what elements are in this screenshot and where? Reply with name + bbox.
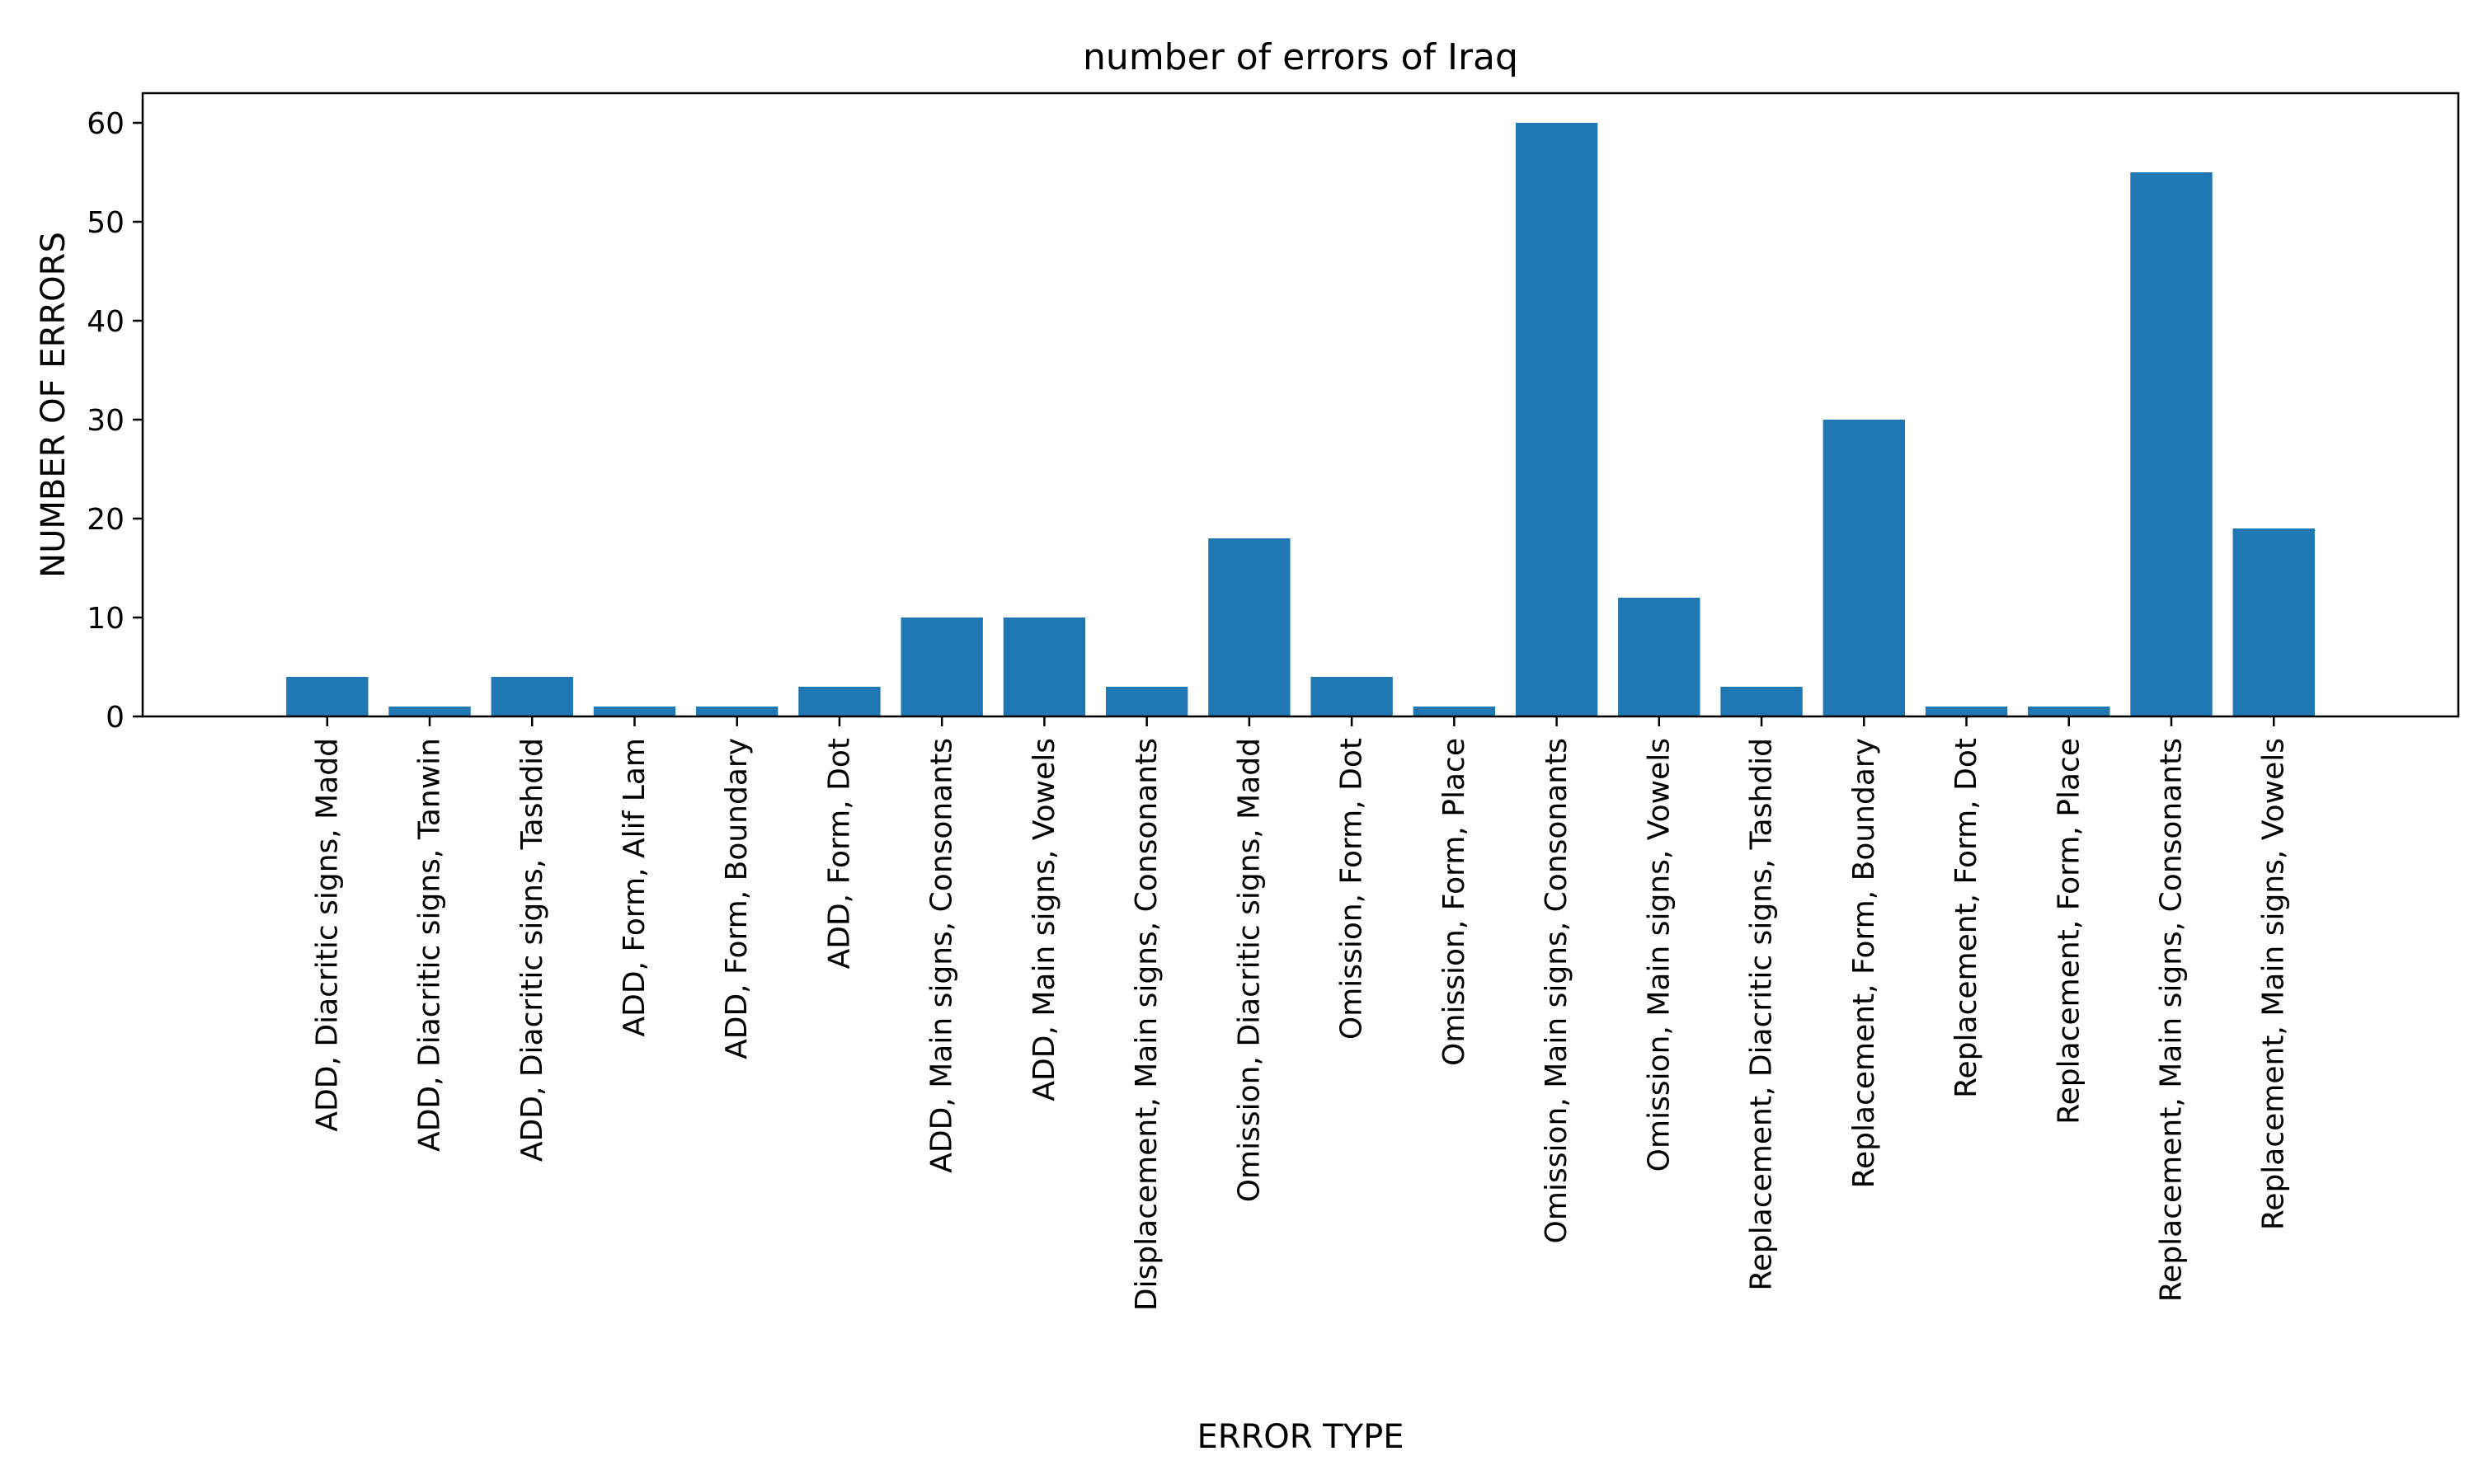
plot-frame [141,92,2460,718]
y-tick-label: 40 [87,305,125,339]
x-tick-label: Omission, Form, Dot [1335,738,1369,1040]
bars-group [286,123,2315,716]
bar [798,687,881,716]
x-tick-label: Replacement, Diacritic signs, Tashdid [1745,738,1779,1291]
bar [593,707,676,716]
y-tick-label: 20 [87,503,125,537]
x-tick-label: Displacement, Main signs, Consonants [1130,738,1164,1311]
x-tick-label: ADD, Diacritic signs, Madd [310,738,344,1132]
bar [901,618,983,716]
bar [1413,707,1496,716]
x-tick-label: Replacement, Main signs, Consonants [2154,738,2188,1302]
y-axis-label: NUMBER OF ERRORS [35,232,73,578]
y-tick-label: 60 [87,107,125,141]
chart-title: number of errors of Iraq [1083,36,1518,78]
bar [1925,707,2008,716]
x-tick-label: Omission, Diacritic signs, Madd [1232,738,1266,1202]
bar [2232,528,2315,716]
bar [2028,707,2110,716]
x-tick-label: ADD, Diacritic signs, Tanwin [413,738,447,1152]
bar [2130,172,2213,716]
x-tick-label: Omission, Form, Place [1437,738,1471,1066]
x-axis: ADD, Diacritic signs, Madd ADD, Diacritic… [310,716,2291,1311]
bar [286,677,369,716]
x-axis-label: ERROR TYPE [1197,1418,1404,1456]
bar [1208,538,1291,716]
x-tick-label: ADD, Form, Boundary [720,738,754,1059]
x-tick-label: Replacement, Form, Boundary [1847,738,1881,1188]
x-tick-label: ADD, Form, Alif Lam [618,738,651,1036]
x-tick-label: ADD, Main signs, Consonants [925,738,959,1173]
x-tick-label: Replacement, Form, Dot [1950,738,1983,1098]
x-tick-label: Omission, Main signs, Consonants [1540,738,1573,1243]
x-tick-label: Replacement, Main signs, Vowels [2257,738,2291,1230]
bar [1515,123,1598,716]
x-tick-label: ADD, Main signs, Vowels [1028,738,1061,1101]
y-axis: 0 10 20 30 40 50 60 [87,107,143,735]
bar [1720,687,1803,716]
bar [1105,687,1188,716]
y-tick-label: 10 [87,602,125,636]
x-tick-label: ADD, Diacritic signs, Tashdid [515,738,549,1162]
x-tick-label: Omission, Main signs, Vowels [1642,738,1676,1172]
bar [696,707,778,716]
bar [388,707,471,716]
x-tick-label: Replacement, Form, Place [2052,738,2086,1125]
y-tick-label: 30 [87,404,125,438]
bar [1823,420,1905,716]
y-tick-label: 50 [87,206,125,240]
x-tick-label: ADD, Form, Dot [822,738,856,969]
y-tick-label: 0 [106,701,125,735]
bar [1003,618,1086,716]
bar [1618,598,1700,716]
bar [491,677,573,716]
bar [1310,677,1393,716]
